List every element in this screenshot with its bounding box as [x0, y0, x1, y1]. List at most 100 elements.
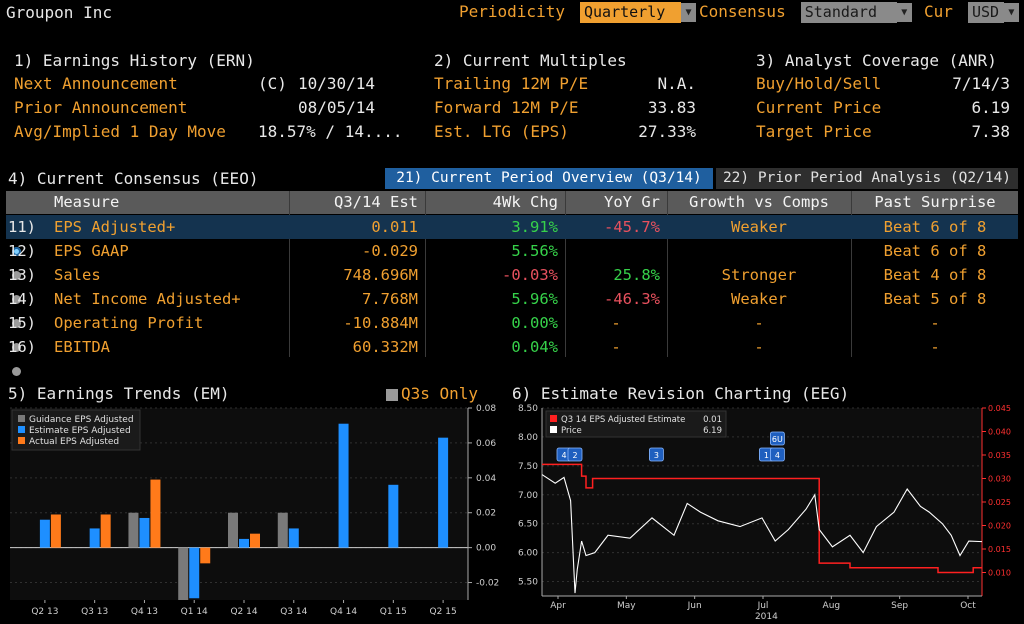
chg-cell: -0.03% — [502, 266, 558, 284]
yoy-cell: - — [611, 314, 621, 332]
table-row[interactable]: 13) Sales 748.696M -0.03% 25.8% Stronger… — [6, 263, 1018, 304]
consensus-select[interactable]: Standard — [800, 2, 897, 23]
chevron-down-icon[interactable]: ▼ — [1003, 3, 1019, 22]
chg-cell: 3.91% — [511, 218, 558, 236]
table-row[interactable]: 15) Operating Profit -10.884M 0.00% - - … — [6, 311, 1018, 352]
current-price-value: 6.19 — [971, 98, 1010, 117]
x-year-label: 2014 — [755, 612, 778, 622]
x-tick-label: Oct — [960, 601, 976, 611]
checkbox-icon[interactable] — [386, 388, 398, 401]
legend-box — [11, 409, 141, 451]
next-announcement-value: 10/30/14 — [298, 74, 376, 93]
current-consensus-title[interactable]: 4) Current Consensus (EEO) — [8, 169, 259, 188]
right-y-tick-label: 0.020 — [988, 522, 1011, 531]
x-tick-label: Jul — [757, 601, 769, 611]
table-row[interactable]: 16) EBITDA 60.332M 0.04% - - - — [6, 335, 1018, 376]
y-tick-label: 0.02 — [476, 509, 496, 519]
periodicity-label: Periodicity — [459, 2, 565, 21]
bar-estimate-eps-adjusted — [139, 517, 150, 548]
col-4wk-chg[interactable]: 4Wk Chg — [492, 193, 558, 211]
chevron-down-icon[interactable]: ▼ — [896, 3, 912, 22]
left-y-tick-label: 7.50 — [518, 462, 538, 472]
left-y-tick-label: 5.50 — [518, 578, 538, 588]
estimate-cell: 7.768M — [362, 290, 418, 308]
estimate-cell: -0.029 — [362, 242, 418, 260]
radio-icon[interactable] — [12, 367, 21, 376]
trailing-pe-value: N.A. — [657, 74, 696, 93]
revision-marker-label: 1 — [764, 451, 769, 460]
periodicity-select[interactable]: Quarterly — [580, 2, 681, 23]
left-y-tick-label: 8.00 — [518, 433, 538, 443]
earnings-trends-title[interactable]: 5) Earnings Trends (EM) — [8, 384, 230, 403]
right-y-tick-label: 0.015 — [988, 545, 1011, 554]
row-number: 13) — [6, 263, 50, 304]
row-number: 12) — [6, 239, 50, 280]
radio-icon[interactable] — [12, 271, 21, 280]
table-row[interactable]: 11) EPS Adjusted+ 0.011 3.91% -45.7% Wea… — [6, 215, 1018, 256]
y-tick-label: -0.02 — [476, 579, 499, 589]
forward-pe-label: Forward 12M P/E — [434, 98, 579, 117]
surprise-cell: - — [930, 314, 940, 332]
comps-cell — [668, 239, 850, 263]
surprise-cell: Beat 6 of 8 — [883, 218, 987, 236]
avg-move-label: Avg/Implied 1 Day Move — [14, 122, 226, 141]
periodicity-control: Periodicity Quarterly ▼ — [459, 2, 696, 23]
chevron-down-icon[interactable]: ▼ — [681, 3, 696, 22]
bar-actual-eps-adjusted — [250, 533, 260, 548]
table-row[interactable]: 12) EPS GAAP -0.029 5.56% Beat 6 of 8 — [6, 239, 1018, 280]
x-tick-label: Jun — [687, 601, 702, 611]
yoy-cell: -46.3% — [604, 290, 660, 308]
col-estimate[interactable]: Q3/14 Est — [334, 193, 418, 211]
right-y-tick-label: 0.025 — [988, 498, 1011, 507]
bar-estimate-eps-adjusted — [189, 547, 200, 599]
earnings-history-title[interactable]: 1) Earnings History (ERN) — [14, 51, 255, 70]
prior-announcement-label: Prior Announcement — [14, 98, 188, 117]
legend-label: Actual EPS Adjusted — [29, 437, 119, 447]
y-tick-label: 0.08 — [476, 404, 496, 414]
radio-icon[interactable] — [12, 319, 21, 328]
tab-current-period[interactable]: 21) Current Period Overview (Q3/14) — [385, 168, 713, 189]
security-title: Groupon Inc — [6, 3, 112, 22]
row-number: 16) — [6, 335, 50, 376]
bar-estimate-eps-adjusted — [239, 538, 249, 548]
radio-icon[interactable] — [12, 295, 21, 304]
x-tick-label: Apr — [550, 601, 566, 611]
measure-cell: EBITDA — [54, 338, 110, 356]
x-tick-label: Q3 14 — [280, 607, 307, 617]
measure-cell: EPS Adjusted+ — [54, 218, 176, 236]
buy-hold-sell-value: 7/14/3 — [952, 74, 1010, 93]
trailing-pe-label: Trailing 12M P/E — [434, 74, 589, 93]
measure-cell: EPS GAAP — [54, 242, 129, 260]
left-y-tick-label: 6.00 — [518, 549, 538, 559]
estimate-revision-title[interactable]: 6) Estimate Revision Charting (EEG) — [512, 384, 850, 403]
col-growth-vs-comps[interactable]: Growth vs Comps — [689, 193, 829, 211]
legend-label: Price — [561, 426, 582, 436]
col-yoy-gr[interactable]: YoY Gr — [604, 193, 660, 211]
bar-guidance-eps-adjusted — [178, 547, 189, 600]
q3s-only-toggle[interactable]: Q3s Only — [386, 384, 478, 403]
bar-guidance-eps-adjusted — [128, 512, 139, 548]
radio-icon[interactable] — [12, 343, 21, 352]
radio-selected-icon[interactable] — [12, 247, 21, 256]
next-announcement-label: Next Announcement — [14, 74, 178, 93]
col-past-surprise[interactable]: Past Surprise — [874, 193, 996, 211]
bar-estimate-eps-adjusted — [388, 484, 399, 548]
revision-marker — [567, 447, 583, 462]
legend-label: Q3 14 EPS Adjusted Estimate — [561, 415, 685, 425]
analyst-coverage-title[interactable]: 3) Analyst Coverage (ANR) — [756, 51, 997, 70]
x-tick-label: Q2 13 — [31, 607, 58, 617]
currency-select[interactable]: USD — [967, 2, 1004, 23]
col-measure[interactable]: Measure — [54, 193, 120, 211]
bar-actual-eps-adjusted — [150, 479, 161, 548]
tab-prior-period[interactable]: 22) Prior Period Analysis (Q2/14) — [716, 168, 1018, 189]
x-tick-label: Q1 15 — [380, 607, 407, 617]
earnings-trends-chart: 0.08 0.06 0.04 0.02 0.00 -0.02 Q2 13 Q3 13 Q4 13… — [10, 404, 499, 617]
comps-cell: Stronger — [721, 266, 797, 284]
surprise-cell: Beat 4 of 8 — [883, 266, 987, 284]
x-tick-label: Aug — [823, 601, 841, 611]
avg-move-value: 18.57% / 14.... — [258, 122, 403, 141]
table-row[interactable]: 14) Net Income Adjusted+ 7.768M 5.96% -4… — [6, 287, 1018, 328]
y-tick-label: 0.00 — [476, 544, 496, 554]
row-number: 15) — [6, 311, 50, 352]
legend-box — [545, 410, 727, 438]
